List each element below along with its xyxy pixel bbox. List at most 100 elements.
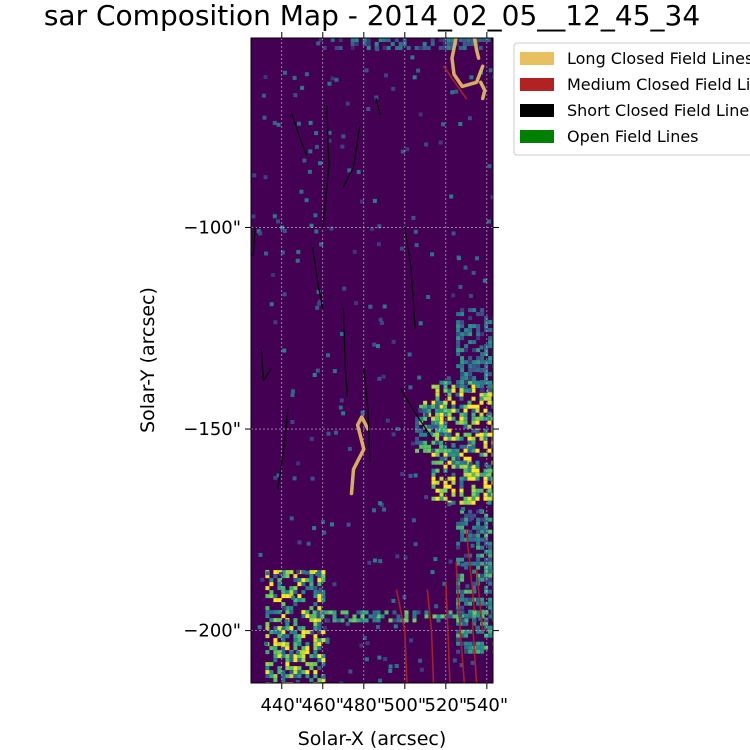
field-line [395, 589, 408, 683]
heatmap-cell [471, 484, 476, 489]
heatmap-cell [396, 614, 401, 619]
heatmap-cell [277, 642, 282, 647]
heatmap-cell [390, 42, 395, 46]
heatmap-cell [382, 46, 387, 50]
heatmap-cell [277, 634, 282, 639]
heatmap-cell [468, 649, 473, 654]
heatmap-cell [491, 444, 493, 449]
heatmap-cell [297, 634, 302, 639]
heatmap-cell [443, 404, 448, 409]
heatmap-cell [393, 624, 398, 629]
heatmap-cell [419, 404, 424, 409]
heatmap-cell [378, 559, 383, 564]
heatmap-cell [285, 574, 290, 579]
heatmap-cell [468, 332, 473, 337]
heatmap-cell [484, 549, 489, 554]
heatmap-cell [334, 430, 338, 435]
heatmap-cell [300, 85, 305, 90]
heatmap-cell [447, 396, 452, 401]
heatmap-cell [339, 681, 344, 683]
field-line [342, 307, 349, 398]
heatmap-cell [451, 448, 456, 453]
heatmap-cell [480, 380, 485, 385]
heatmap-cell [459, 484, 464, 489]
heatmap-cell [451, 231, 456, 236]
heatmap-cell [471, 472, 476, 477]
heatmap-cell [467, 424, 472, 429]
heatmap-cell [386, 46, 391, 50]
heatmap-cell [411, 215, 416, 220]
heatmap-cell [398, 42, 403, 46]
heatmap-cell [484, 316, 489, 321]
heatmap-cell [484, 557, 489, 562]
heatmap-cell [470, 660, 475, 665]
heatmap-cell [476, 573, 481, 578]
heatmap-cell [456, 364, 461, 369]
heatmap-cell [301, 610, 306, 615]
heatmap-cell [415, 428, 420, 433]
heatmap-cell [424, 142, 429, 147]
heatmap-cell [289, 516, 294, 521]
heatmap-cell [384, 73, 388, 78]
heatmap-cell [277, 586, 282, 591]
heatmap-cell [381, 374, 386, 379]
heatmap-cell [399, 246, 404, 251]
heatmap-cell [451, 464, 456, 469]
heatmap-cell [301, 646, 306, 651]
heatmap-cell [475, 448, 480, 453]
heatmap-cell [362, 38, 367, 42]
heatmap-cell [269, 582, 274, 587]
heatmap-cell [314, 144, 319, 149]
heatmap-cell [313, 622, 318, 627]
x-tick-label: 500" [383, 695, 426, 716]
heatmap-cell [281, 614, 286, 619]
heatmap-cell [483, 428, 488, 433]
heatmap-cell [460, 356, 465, 361]
heatmap-cell [454, 42, 459, 46]
field-line [311, 246, 324, 309]
heatmap-cell [269, 578, 274, 583]
heatmap-cell [346, 522, 351, 527]
heatmap-cell [488, 577, 493, 582]
heatmap-cell [488, 625, 493, 630]
field-line [404, 226, 416, 329]
heatmap-cell [464, 641, 469, 646]
heatmap-cell [435, 400, 440, 405]
heatmap-cell [424, 412, 429, 417]
heatmap-cell [465, 584, 470, 589]
heatmap-cell [447, 452, 452, 457]
heatmap-cell [289, 654, 294, 659]
heatmap-cell [468, 537, 473, 542]
heatmap-cell [464, 521, 469, 526]
heatmap-cell [296, 569, 301, 574]
heatmap-cell [418, 321, 423, 326]
heatmap-cell [456, 344, 461, 349]
heatmap-cell [342, 286, 347, 291]
heatmap-cell [400, 149, 405, 154]
heatmap-cell [372, 198, 377, 203]
heatmap-cell [316, 289, 321, 294]
heatmap-cell [456, 618, 461, 623]
heatmap-cell [269, 646, 274, 651]
heatmap-cell [417, 375, 422, 380]
heatmap-cell [483, 472, 488, 477]
heatmap-cell [484, 380, 489, 385]
heatmap-cell [332, 618, 337, 623]
heatmap-cell [483, 416, 488, 421]
heatmap-cell [435, 440, 440, 445]
heatmap-cell [471, 420, 476, 425]
legend-box [513, 42, 750, 156]
heatmap-cell [483, 408, 488, 413]
heatmap-cell [459, 488, 464, 493]
heatmap-cell [431, 400, 436, 405]
heatmap-cell [480, 629, 485, 634]
heatmap-cell [475, 464, 480, 469]
heatmap-cell [455, 464, 460, 469]
heatmap-cell [265, 614, 270, 619]
grid-lines [251, 38, 493, 683]
heatmap-cell [484, 589, 489, 594]
heatmap-cell [488, 344, 493, 349]
heatmap-cell [265, 622, 270, 627]
heatmap-cell [301, 626, 306, 631]
heatmap-cell [317, 618, 322, 623]
